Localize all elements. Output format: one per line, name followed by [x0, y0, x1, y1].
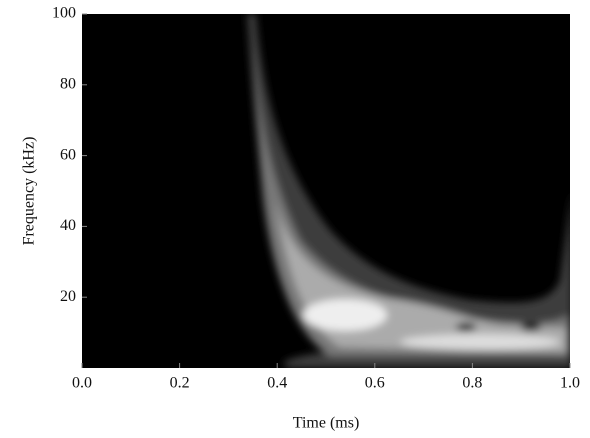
- y-tick-label: 20: [60, 288, 76, 305]
- x-tick-label: 1.0: [560, 375, 580, 392]
- x-axis-label: Time (ms): [293, 415, 360, 432]
- x-tick-label: 0.4: [267, 375, 287, 392]
- x-tick-label: 0.8: [462, 375, 482, 392]
- y-tick-label: 60: [60, 146, 76, 163]
- y-tick-label: 80: [60, 75, 76, 92]
- x-tick-label: 0.0: [72, 375, 92, 392]
- y-tick-label: 40: [60, 217, 76, 234]
- x-tick-label: 0.2: [170, 375, 190, 392]
- y-tick-label: 100: [52, 5, 76, 22]
- y-axis-label: Frequency (kHz): [21, 137, 38, 246]
- x-tick-label: 0.6: [365, 375, 385, 392]
- contour-field: [247, 14, 570, 368]
